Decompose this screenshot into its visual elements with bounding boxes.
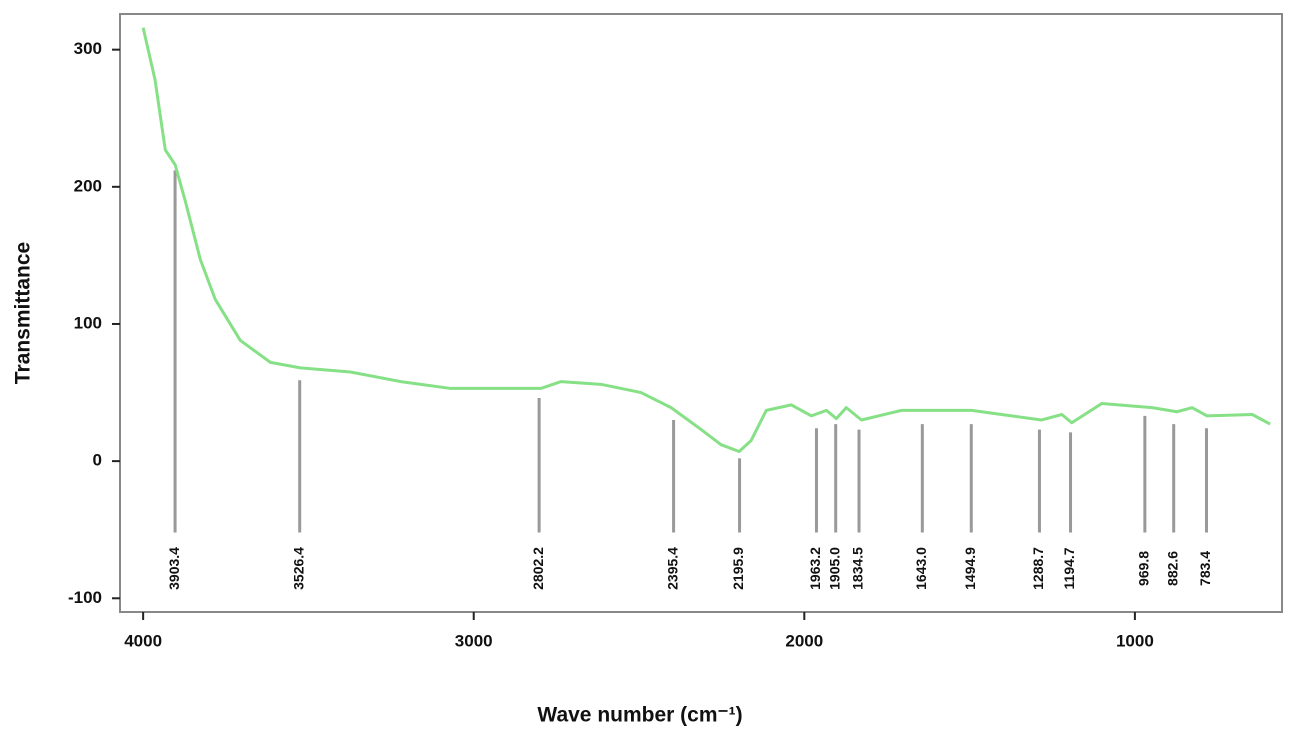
y-tick-label: 300	[74, 39, 102, 58]
peak-label: 2395.4	[664, 547, 680, 590]
plot-frame	[119, 13, 1283, 613]
peak-label: 1834.5	[850, 547, 866, 590]
peak-label: 3526.4	[290, 547, 306, 590]
x-tick-label: 2000	[785, 631, 823, 650]
y-tick-label: 200	[74, 176, 102, 195]
peak-label: 882.6	[1164, 551, 1180, 586]
peak-label: 1643.0	[913, 547, 929, 590]
y-tick-label: -100	[68, 588, 102, 607]
y-tick-label: 100	[74, 313, 102, 332]
peak-label: 1288.7	[1030, 547, 1046, 590]
peak-label: 1963.2	[807, 547, 823, 590]
peak-label: 783.4	[1197, 551, 1213, 586]
peak-label: 2802.2	[530, 547, 546, 590]
peak-label: 1194.7	[1061, 547, 1077, 589]
y-axis-title: Transmittance	[12, 242, 35, 384]
x-tick-label: 4000	[124, 631, 162, 650]
peak-label: 2195.9	[730, 547, 746, 590]
peak-label: 969.8	[1136, 551, 1152, 586]
peak-label: 1905.0	[826, 547, 842, 590]
y-tick-label: 0	[93, 451, 102, 470]
spectrum-line	[141, 27, 1271, 454]
x-tick-label: 3000	[455, 631, 493, 650]
x-tick-label: 1000	[1116, 631, 1154, 650]
peak-label: 1494.9	[962, 547, 978, 590]
x-axis-title: Wave number (cm⁻¹)	[537, 704, 742, 727]
peak-label: 3903.4	[166, 547, 182, 590]
